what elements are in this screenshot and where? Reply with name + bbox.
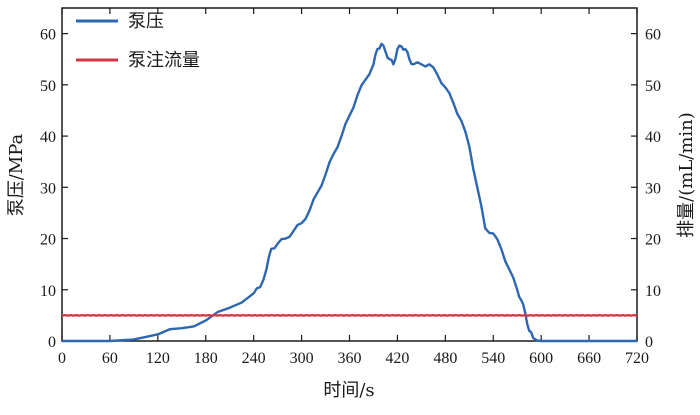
x-tick-label: 180 — [194, 350, 218, 367]
x-tick-label: 540 — [481, 350, 505, 367]
y-right-tick-label: 0 — [645, 334, 653, 351]
y-right-tick-label: 10 — [645, 283, 661, 300]
x-axis-ticks: 0 60 120 180 240 300 360 420 480 540 600 660 720 — [58, 8, 649, 367]
y-left-tick-label: 50 — [40, 78, 56, 95]
y-axis-left-title: 泵压/MPa — [6, 133, 27, 216]
y-axis-right-ticks: 0 10 20 30 40 50 60 — [631, 27, 661, 351]
y-axis-right-title: 排量/(mL/min) — [676, 112, 697, 238]
y-left-tick-label: 30 — [40, 180, 56, 197]
y-left-tick-label: 40 — [40, 129, 56, 146]
y-right-tick-label: 40 — [645, 129, 661, 146]
y-right-tick-label: 30 — [645, 180, 661, 197]
y-right-tick-label: 50 — [645, 78, 661, 95]
x-tick-label: 300 — [290, 350, 314, 367]
legend: 泵压 泵注流量 — [76, 11, 200, 71]
x-tick-label: 480 — [433, 350, 457, 367]
y-right-tick-label: 60 — [645, 27, 661, 44]
y-left-tick-label: 0 — [48, 334, 56, 351]
x-tick-label: 0 — [58, 350, 66, 367]
series-lines — [61, 42, 638, 343]
y-left-tick-label: 10 — [40, 283, 56, 300]
y-right-tick-label: 20 — [645, 232, 661, 249]
x-tick-label: 120 — [146, 350, 170, 367]
x-tick-label: 660 — [577, 350, 601, 367]
legend-label-flow-rate: 泵注流量 — [128, 50, 200, 71]
y-axis-left-ticks: 0 10 20 30 40 50 60 — [40, 27, 68, 351]
x-tick-label: 720 — [625, 350, 649, 367]
x-axis-title: 时间/s — [323, 380, 374, 401]
x-tick-label: 600 — [529, 350, 553, 367]
y-left-tick-label: 60 — [40, 27, 56, 44]
x-tick-label: 240 — [242, 350, 266, 367]
x-tick-label: 60 — [102, 350, 118, 367]
series-line-flow-rate — [61, 313, 638, 317]
series-line-pump-pressure — [62, 42, 637, 343]
x-tick-label: 360 — [338, 350, 362, 367]
y-left-tick-label: 20 — [40, 232, 56, 249]
legend-label-pump-pressure: 泵压 — [128, 11, 164, 32]
x-tick-label: 420 — [385, 350, 409, 367]
